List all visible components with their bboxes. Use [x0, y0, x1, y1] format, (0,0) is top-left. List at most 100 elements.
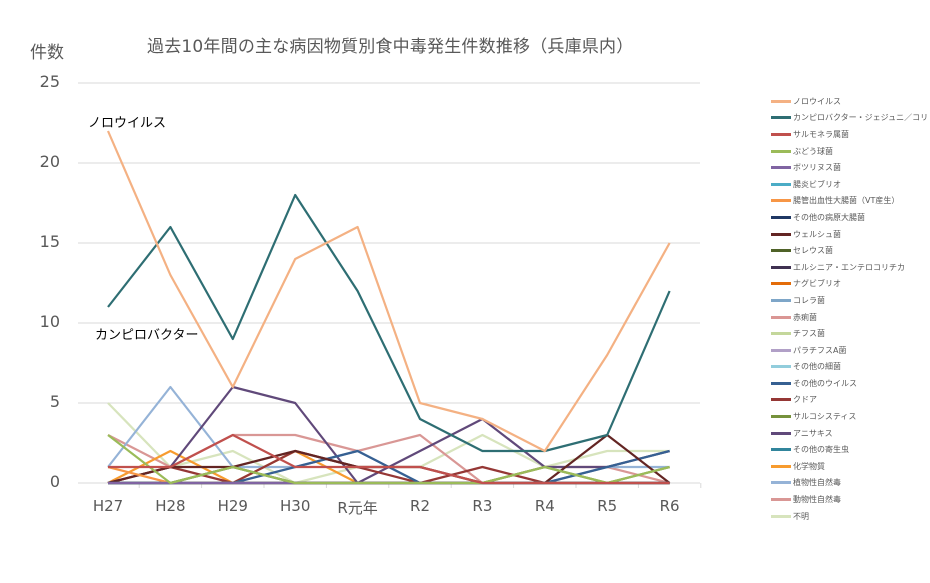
legend-swatch-icon: [771, 282, 791, 286]
legend-swatch-icon: [771, 199, 791, 203]
legend-label: サルコシスティス: [793, 412, 857, 422]
legend-item: セレウス菌: [771, 242, 930, 259]
legend-item: 不明: [771, 508, 930, 525]
x-tick-label: R6: [659, 497, 680, 515]
series-annotation: ノロウイルス: [88, 116, 167, 131]
x-tick-label: H28: [155, 497, 186, 515]
x-tick-label: R5: [597, 497, 618, 515]
legend-swatch-icon: [771, 315, 791, 319]
legend-swatch-icon: [771, 215, 791, 219]
legend-item: 赤痢菌: [771, 309, 930, 326]
legend-swatch-icon: [771, 481, 791, 485]
legend-item: ぶどう球菌: [771, 143, 930, 160]
legend-swatch-icon: [771, 464, 791, 468]
x-tick-label: R元年: [337, 499, 378, 517]
legend-swatch-icon: [771, 431, 791, 435]
legend-swatch-icon: [771, 381, 791, 385]
legend-label: ウェルシュ菌: [793, 229, 841, 239]
legend-item: アニサキス: [771, 425, 930, 442]
legend-swatch-icon: [771, 116, 791, 120]
legend-label: その他の寄生虫: [793, 445, 849, 455]
series-line: [107, 434, 670, 485]
legend-swatch-icon: [771, 415, 791, 419]
legend-label: ノロウイルス: [793, 96, 841, 106]
legend-item: パラチフスA菌: [771, 342, 930, 359]
legend-label: アニサキス: [793, 428, 833, 438]
legend-swatch-icon: [771, 249, 791, 253]
legend-item: ノロウイルス: [771, 93, 930, 110]
legend-item: 腸炎ビブリオ: [771, 176, 930, 193]
legend-item: その他の寄生虫: [771, 441, 930, 458]
legend-label: 赤痢菌: [793, 312, 817, 322]
legend-label: 不明: [793, 511, 809, 521]
series-line: [107, 193, 671, 453]
legend-item: 植物性自然毒: [771, 475, 930, 492]
y-tick-label: 0: [49, 472, 60, 491]
legend-swatch-icon: [771, 298, 791, 302]
legend-label: ナグビブリオ: [793, 279, 841, 289]
series-line: [107, 385, 670, 485]
legend-item: その他のウイルス: [771, 375, 930, 392]
legend-swatch-icon: [771, 265, 791, 269]
x-tick-label: H30: [280, 497, 311, 515]
legend-label: チフス菌: [793, 329, 825, 339]
y-tick-label: 25: [39, 72, 60, 91]
legend-swatch-icon: [771, 166, 791, 170]
legend-label: その他の細菌: [793, 362, 841, 372]
x-tick-label: H29: [217, 497, 248, 515]
legend-item: 動物性自然毒: [771, 491, 930, 508]
x-tick-label: R3: [472, 497, 493, 515]
y-axis-label: 件数: [30, 43, 64, 63]
legend-item: クドア: [771, 392, 930, 409]
legend-item: サルコシスティス: [771, 408, 930, 425]
legend-label: セレウス菌: [793, 246, 833, 256]
legend-label: 化学物質: [793, 461, 825, 471]
legend-item: チフス菌: [771, 325, 930, 342]
y-tick-label: 10: [39, 312, 60, 331]
legend-item: ナグビブリオ: [771, 276, 930, 293]
legend-item: 腸管出血性大腸菌（VT産生）: [771, 193, 930, 210]
x-tick-label: R4: [534, 497, 555, 515]
legend-label: クドア: [793, 395, 817, 405]
legend-swatch-icon: [771, 448, 791, 452]
legend-label: 腸管出血性大腸菌（VT産生）: [793, 196, 900, 206]
x-tick-label: H27: [92, 497, 124, 515]
legend-item: カンピロバクター・ジェジュニ／コリ: [771, 110, 930, 127]
legend-swatch-icon: [771, 232, 791, 236]
legend-swatch-icon: [771, 149, 791, 153]
legend-label: ぶどう球菌: [793, 146, 833, 156]
legend-label: その他のウイルス: [793, 378, 857, 388]
series-annotation: カンピロバクター: [95, 328, 199, 343]
legend-swatch-icon: [771, 99, 791, 103]
legend-item: その他の病原大腸菌: [771, 209, 930, 226]
legend: ノロウイルスカンピロバクター・ジェジュニ／コリサルモネラ属菌ぶどう球菌ボツリヌス…: [771, 93, 930, 524]
legend-label: エルシニア・エンテロコリチカ: [793, 262, 905, 272]
legend-label: カンピロバクター・ジェジュニ／コリ: [793, 113, 929, 123]
legend-item: ウェルシュ菌: [771, 226, 930, 243]
legend-label: その他の病原大腸菌: [793, 212, 865, 222]
legend-item: ボツリヌス菌: [771, 159, 930, 176]
legend-label: 動物性自然毒: [793, 495, 841, 505]
legend-swatch-icon: [771, 332, 791, 336]
legend-swatch-icon: [771, 498, 791, 502]
x-tick-label: R2: [410, 497, 430, 515]
legend-item: 化学物質: [771, 458, 930, 475]
legend-item: その他の細菌: [771, 359, 930, 376]
series-line: [107, 385, 670, 485]
series-line: [106, 130, 671, 453]
legend-item: サルモネラ属菌: [771, 126, 930, 143]
legend-label: パラチフスA菌: [793, 345, 847, 355]
legend-swatch-icon: [771, 182, 791, 186]
y-tick-label: 15: [39, 232, 60, 251]
series-line: [108, 433, 670, 485]
y-tick-label: 5: [49, 392, 60, 411]
chart-title: 過去10年間の主な病因物質別食中毒発生件数推移（兵庫県内）: [147, 37, 634, 57]
legend-swatch-icon: [771, 398, 791, 402]
legend-swatch-icon: [771, 132, 791, 136]
legend-label: ボツリヌス菌: [793, 163, 841, 173]
legend-swatch-icon: [771, 348, 791, 352]
legend-label: コレラ菌: [793, 295, 825, 305]
legend-item: コレラ菌: [771, 292, 930, 309]
